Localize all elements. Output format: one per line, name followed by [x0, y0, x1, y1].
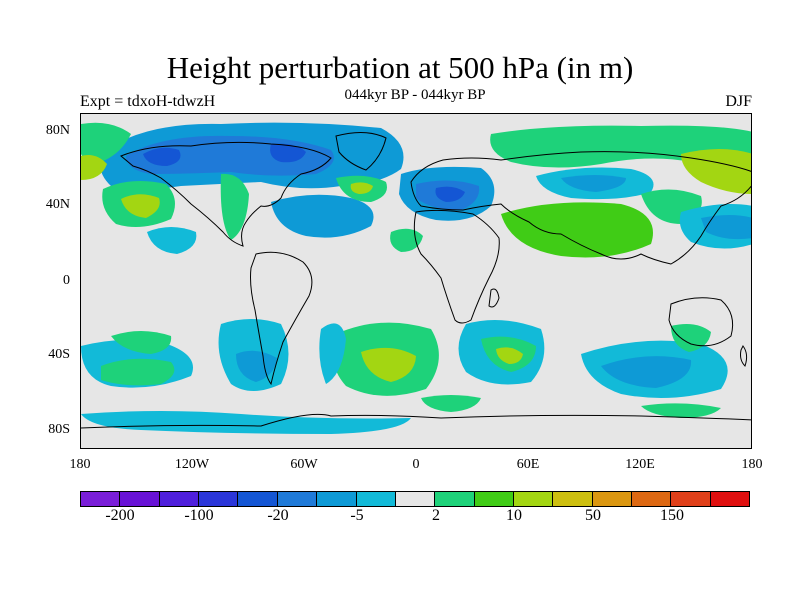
strong-positive-north-pacific-east: [681, 149, 751, 194]
positive-anomaly-southern-ocean: [421, 395, 481, 412]
colorbar-swatch: [671, 492, 711, 506]
colorbar-label: -200: [105, 507, 135, 524]
plot-title: Height perturbation at 500 hPa (in m): [166, 50, 634, 85]
colorbar-swatch: [159, 492, 200, 506]
coastline-north-america: [120, 141, 332, 247]
positive-anomaly-arctic-eurasia: [490, 125, 751, 184]
contour-map: [81, 122, 751, 434]
colorbar-swatch: [81, 492, 121, 506]
coastline-eurasia: [410, 151, 751, 265]
positive-anomaly-west-pacific: [81, 155, 107, 180]
map-panel: [80, 113, 752, 449]
deep-negative-siberia: [561, 175, 626, 192]
season-label: DJF: [725, 93, 752, 110]
strong-positive-east-pacific: [121, 194, 160, 218]
coastline-south-america: [250, 251, 313, 386]
coastline-greenland: [335, 132, 387, 171]
colorbar-swatch: [199, 492, 239, 506]
colorbar-swatch: [435, 492, 475, 506]
colorbar-swatch: [513, 492, 554, 506]
negative-anomaly-antarctic: [81, 411, 411, 434]
positive-anomaly-southern-pacific-east: [641, 403, 721, 418]
strong-positive-indian-ocean: [496, 347, 523, 364]
anomaly-fields: [81, 122, 751, 434]
colorbar-label: -5: [350, 507, 364, 524]
colorbar-swatch: [317, 492, 357, 506]
coastline-madagascar: [488, 288, 500, 308]
experiment-label: Expt = tdxoH-tdwzH: [80, 93, 216, 110]
positive-anomaly-south-pacific-north: [111, 331, 172, 354]
colorbar-label: -100: [184, 507, 214, 524]
deep-negative-north-pacific: [701, 215, 751, 240]
colorbar-swatch: [710, 492, 750, 506]
positive-anomaly-north-pacific: [81, 122, 131, 163]
strong-positive-south-atlantic: [361, 347, 416, 382]
core-negative-north-america: [143, 147, 181, 166]
colorbar-label: 50: [585, 507, 601, 524]
colorbar-swatch: [395, 492, 436, 506]
coastline-australia: [668, 297, 734, 347]
negative-anomaly-subtropical-pacific: [147, 227, 197, 254]
core-negative-europe: [435, 186, 465, 202]
lon-tick-label: 180: [741, 457, 763, 472]
coastline-new-zealand: [740, 345, 748, 367]
colorbar-swatch: [553, 492, 593, 506]
colorbar-label: 10: [506, 507, 522, 524]
colorbar-legend: [80, 491, 750, 507]
colorbar-label: -20: [267, 507, 289, 524]
colorbar-swatch: [277, 492, 318, 506]
lon-tick-label: 60E: [516, 457, 540, 472]
positive-anomaly-australia: [671, 324, 711, 352]
coastlines: [81, 132, 751, 429]
negative-anomaly-atlantic: [271, 194, 374, 238]
lon-tick-label: 0: [412, 457, 420, 472]
coastline-antarctica: [81, 413, 751, 429]
core-negative-canada: [270, 143, 306, 163]
colorbar-swatch: [592, 492, 633, 506]
lon-tick-label: 120W: [174, 457, 210, 472]
deep-negative-southern-indian: [601, 356, 692, 388]
colorbar-swatch: [356, 492, 396, 506]
plot-subtitle: 044kyr BP - 044kyr BP: [344, 87, 486, 103]
coastline-africa: [413, 209, 500, 324]
positive-anomaly-asia: [501, 202, 653, 258]
lon-tick-label: 60W: [290, 457, 318, 472]
lon-tick-label: 120E: [625, 457, 655, 472]
strong-positive-north-atlantic: [350, 182, 373, 194]
lat-tick-label: 0: [63, 273, 70, 288]
colorbar-label: 2: [432, 507, 440, 524]
lat-tick-label: 80S: [48, 422, 70, 437]
positive-anomaly-gulf: [220, 173, 249, 240]
lat-tick-label: 40S: [48, 347, 70, 362]
colorbar-swatch: [632, 492, 672, 506]
colorbar-swatch: [238, 492, 278, 506]
positive-anomaly-south-pacific: [101, 358, 175, 386]
colorbar-label: 150: [660, 507, 684, 524]
lat-tick-label: 40N: [45, 197, 70, 212]
lon-tick-label: 180: [69, 457, 91, 472]
negative-anomaly-south-atlantic-edge: [319, 323, 346, 384]
colorbar-swatch: [474, 492, 514, 506]
lat-tick-label: 80N: [45, 123, 70, 138]
colorbar-swatch: [120, 492, 160, 506]
